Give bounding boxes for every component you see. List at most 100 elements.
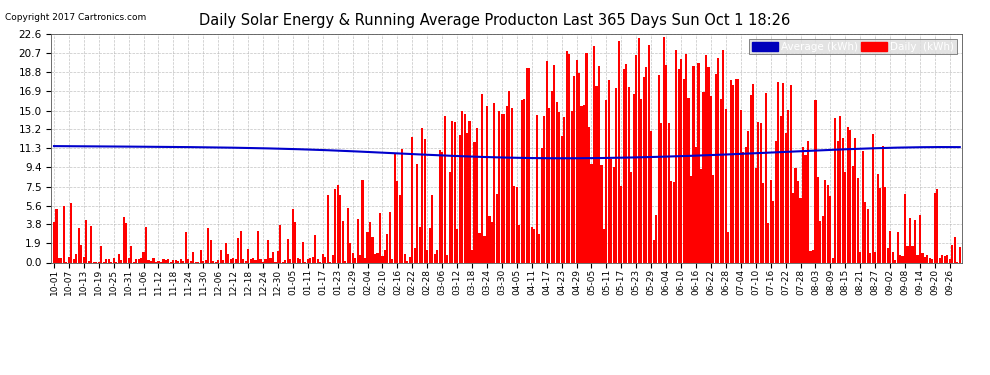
Bar xyxy=(501,114,503,262)
Bar xyxy=(787,110,789,262)
Bar xyxy=(182,261,184,262)
Bar xyxy=(894,260,896,262)
Bar xyxy=(897,232,899,262)
Bar xyxy=(598,66,600,262)
Bar xyxy=(777,82,779,262)
Bar xyxy=(735,80,737,262)
Bar xyxy=(277,251,279,262)
Bar xyxy=(128,258,130,262)
Bar xyxy=(284,260,286,262)
Bar xyxy=(257,231,259,262)
Bar xyxy=(825,180,827,262)
Bar xyxy=(752,84,754,262)
Bar xyxy=(322,254,324,262)
Bar xyxy=(784,134,787,262)
Bar xyxy=(700,170,702,262)
Bar xyxy=(148,260,149,262)
Bar xyxy=(57,258,60,262)
Bar xyxy=(172,260,174,262)
Bar xyxy=(471,251,473,262)
Bar xyxy=(553,64,555,262)
Bar xyxy=(728,231,730,262)
Bar xyxy=(844,172,846,262)
Bar xyxy=(670,180,672,262)
Bar xyxy=(381,256,383,262)
Bar xyxy=(488,216,490,262)
Bar xyxy=(608,81,610,262)
Bar xyxy=(364,258,366,262)
Bar xyxy=(767,223,769,262)
Bar xyxy=(108,259,110,262)
Bar xyxy=(235,260,237,262)
Bar xyxy=(314,235,317,262)
Bar xyxy=(332,255,334,262)
Bar xyxy=(570,111,572,262)
Bar xyxy=(78,228,80,262)
Bar xyxy=(662,37,664,262)
Bar xyxy=(401,149,403,262)
Bar xyxy=(105,259,107,262)
Bar xyxy=(887,248,889,262)
Bar xyxy=(138,259,140,262)
Bar xyxy=(531,227,533,262)
Bar xyxy=(73,259,75,262)
Bar xyxy=(269,258,271,262)
Bar xyxy=(481,94,483,262)
Bar xyxy=(742,152,744,262)
Bar xyxy=(409,257,411,262)
Bar xyxy=(611,159,613,262)
Bar xyxy=(854,138,856,262)
Bar xyxy=(789,85,792,262)
Bar xyxy=(491,222,493,262)
Bar xyxy=(463,114,465,262)
Bar xyxy=(429,228,431,262)
Bar xyxy=(461,111,463,262)
Bar xyxy=(478,233,480,262)
Bar xyxy=(493,103,495,262)
Bar xyxy=(217,260,219,262)
Bar xyxy=(327,195,329,262)
Bar xyxy=(948,260,950,262)
Bar xyxy=(879,188,881,262)
Bar xyxy=(643,77,644,262)
Bar xyxy=(123,217,125,262)
Bar xyxy=(792,193,794,262)
Bar xyxy=(524,99,526,262)
Bar xyxy=(130,246,133,262)
Bar xyxy=(536,115,538,262)
Bar xyxy=(439,150,441,262)
Bar xyxy=(881,146,884,262)
Bar xyxy=(884,187,886,262)
Bar xyxy=(937,189,939,262)
Bar xyxy=(351,254,353,262)
Bar xyxy=(297,258,299,262)
Bar xyxy=(738,79,740,262)
Bar xyxy=(871,134,874,262)
Bar xyxy=(384,249,386,262)
Bar xyxy=(904,194,906,262)
Bar xyxy=(909,218,911,262)
Bar xyxy=(448,172,450,262)
Bar xyxy=(718,58,720,262)
Bar xyxy=(63,206,65,262)
Bar xyxy=(361,180,363,262)
Bar xyxy=(252,258,254,262)
Bar xyxy=(83,257,85,262)
Bar xyxy=(941,255,943,262)
Bar xyxy=(88,261,90,262)
Bar xyxy=(248,249,249,262)
Bar xyxy=(458,135,460,262)
Bar xyxy=(600,165,603,262)
Bar xyxy=(631,172,633,262)
Bar xyxy=(404,254,406,262)
Bar xyxy=(376,252,378,262)
Bar xyxy=(113,258,115,262)
Bar xyxy=(539,234,541,262)
Bar xyxy=(621,186,623,262)
Bar xyxy=(633,94,635,262)
Bar xyxy=(220,250,222,262)
Bar xyxy=(810,251,812,262)
Bar xyxy=(249,259,251,262)
Bar xyxy=(200,251,202,262)
Bar xyxy=(842,138,843,262)
